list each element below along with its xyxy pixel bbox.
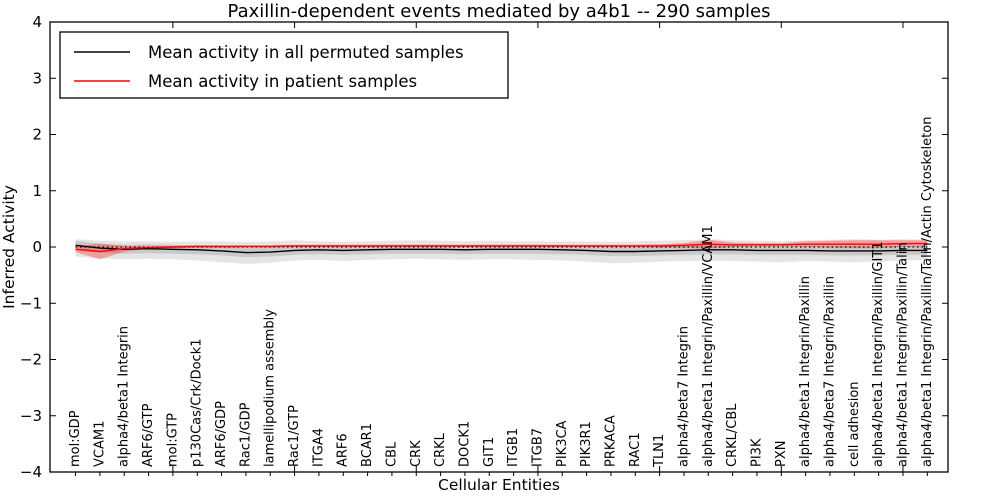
x-tick-label: alpha4/beta1 Integrin — [117, 326, 132, 467]
y-tick-label: 3 — [32, 69, 42, 87]
x-tick-label: alpha4/beta7 Integrin/Paxillin — [823, 276, 838, 467]
y-tick-label: −4 — [20, 463, 42, 481]
x-tick-label: alpha4/beta1 Integrin/Paxillin/GIT1 — [871, 241, 886, 467]
x-tick-label: ITGB1 — [506, 428, 521, 467]
x-tick-label: p130Cas/Crk/Dock1 — [190, 338, 205, 467]
x-tick-label: CBL — [384, 441, 399, 467]
x-tick-label: ARF6 — [336, 433, 351, 467]
legend-entry-label: Mean activity in patient samples — [148, 72, 417, 91]
chart-title: Paxillin-dependent events mediated by a4… — [228, 1, 771, 22]
x-tick-label: CRK — [409, 440, 424, 467]
x-tick-label: PIK3CA — [555, 420, 570, 467]
x-tick-label: ARF6/GDP — [214, 401, 229, 467]
x-tick-label: alpha4/beta1 Integrin/Paxillin/Talin/Act… — [920, 117, 935, 467]
permuted-band-outer — [75, 239, 928, 264]
y-tick-label: −3 — [20, 407, 42, 425]
y-axis-label: Inferred Activity — [0, 185, 18, 309]
x-tick-label: alpha4/beta7 Integrin — [677, 326, 692, 467]
y-tick-label: 2 — [32, 126, 42, 144]
x-tick-label: alpha4/beta1 Integrin/Paxillin/VCAM1 — [701, 225, 716, 467]
x-tick-label: PIK3R1 — [579, 421, 594, 467]
x-tick-label: cell adhesion — [847, 381, 862, 467]
x-axis-label: Cellular Entities — [438, 476, 560, 494]
permuted-mean-line — [75, 244, 928, 254]
x-tick-label: ITGB7 — [530, 428, 545, 467]
legend-box — [59, 31, 509, 99]
x-tick-label: alpha4/beta1 Integrin/Paxillin — [798, 276, 813, 467]
y-tick-label: −1 — [20, 294, 42, 312]
x-tick-label: TLN1 — [652, 434, 667, 468]
x-tick-label: ARF6/GTP — [141, 403, 156, 467]
y-tick-label: 1 — [32, 182, 42, 200]
x-tick-label: GIT1 — [482, 437, 497, 467]
y-tick-label: 4 — [32, 13, 42, 31]
x-tick-label: mol:GTP — [165, 413, 180, 467]
x-tick-label: DOCK1 — [457, 421, 472, 467]
x-tick-label: ITGA4 — [311, 428, 326, 467]
x-tick-label: PXN — [774, 441, 789, 467]
x-tick-label: CRKL — [433, 432, 448, 467]
x-tick-label: RAC1 — [628, 432, 643, 467]
y-tick-label: −2 — [20, 351, 42, 369]
x-tick-label: Rac1/GDP — [238, 402, 253, 467]
x-tick-label: PI3K — [750, 438, 765, 467]
x-tick-label: VCAM1 — [92, 421, 107, 467]
x-tick-label: Rac1/GTP — [287, 405, 302, 467]
y-tick-label: 0 — [32, 238, 42, 256]
x-tick-label: PRKACA — [603, 415, 618, 467]
patient-mean-line — [75, 242, 928, 253]
x-tick-label: CRKL/CBL — [725, 403, 740, 467]
x-tick-label: alpha4/beta1 Integrin/Paxillin/Talin — [896, 242, 911, 467]
legend-entry-label: Mean activity in all permuted samples — [148, 43, 464, 62]
x-tick-label: BCAR1 — [360, 423, 375, 467]
x-tick-label: lamellipodium assembly — [263, 309, 278, 467]
x-tick-label: mol:GDP — [68, 410, 83, 467]
